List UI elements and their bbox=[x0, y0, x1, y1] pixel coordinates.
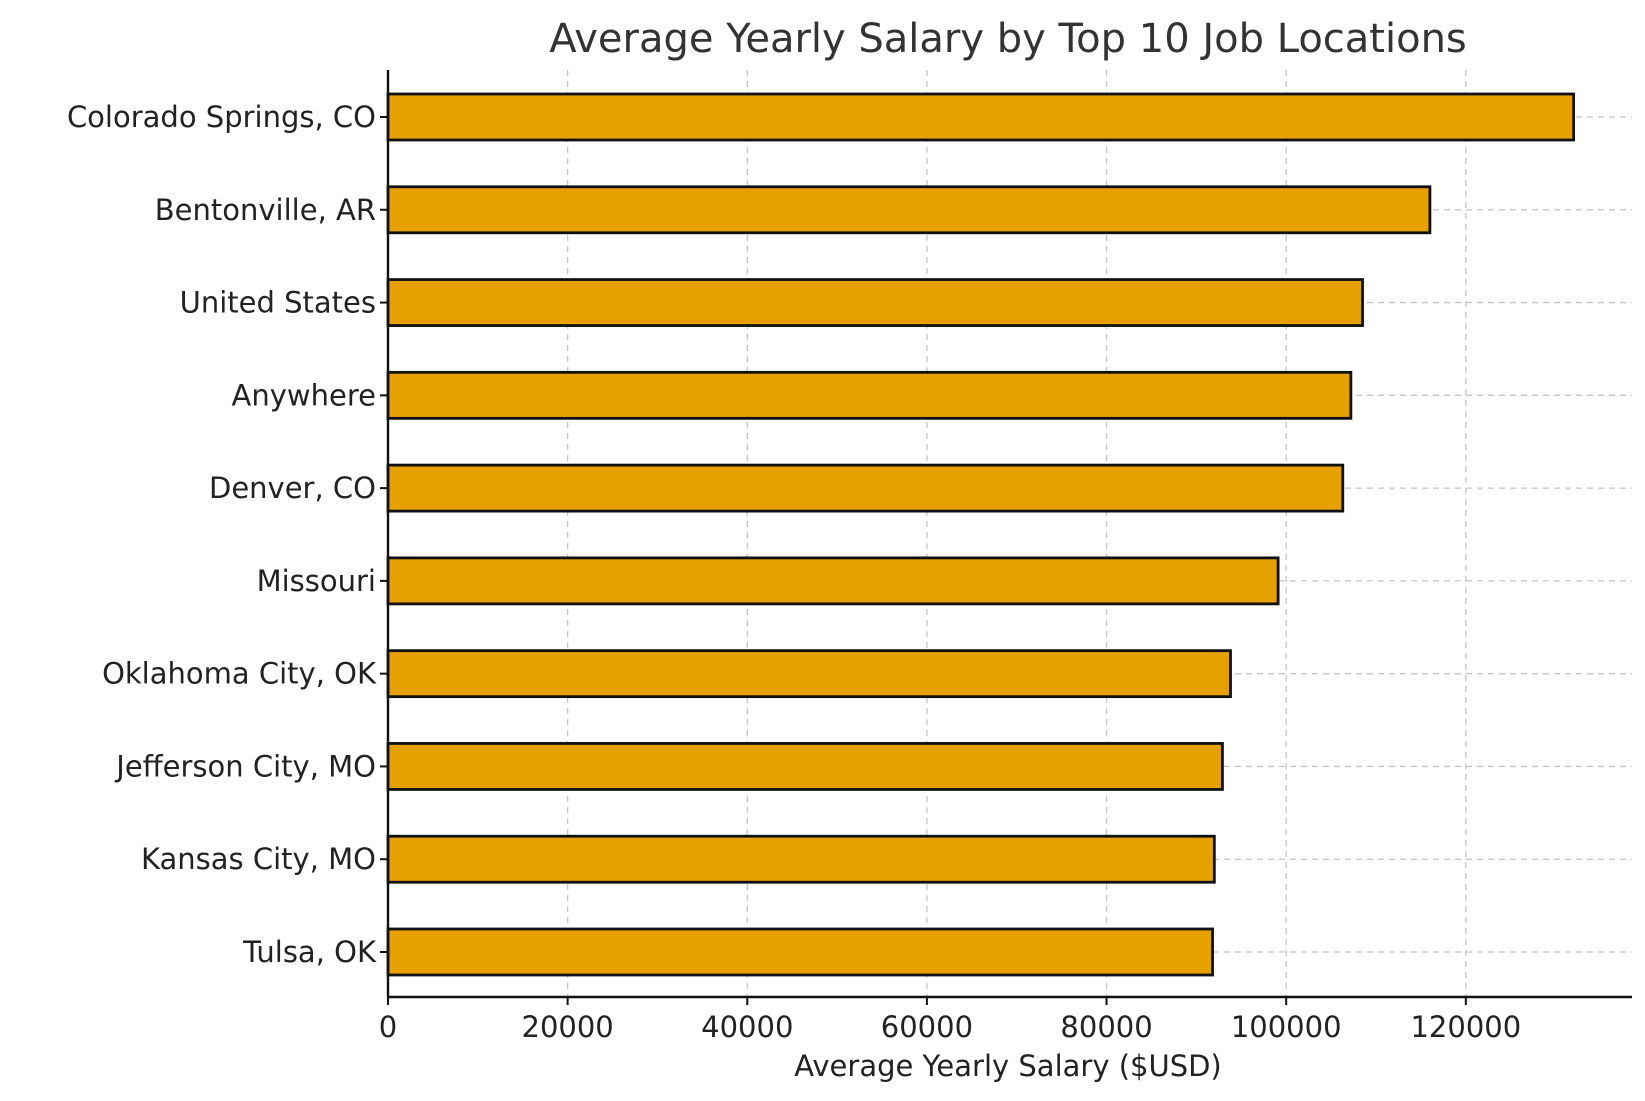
x-tick-label: 0 bbox=[379, 1010, 397, 1044]
x-tick-label: 120000 bbox=[1410, 1010, 1521, 1044]
x-tick-label: 100000 bbox=[1231, 1010, 1342, 1044]
y-tick-label: Kansas City, MO bbox=[141, 842, 376, 876]
bar bbox=[386, 556, 1280, 606]
y-tick-label: Tulsa, OK bbox=[242, 935, 377, 969]
y-tick-label: Oklahoma City, OK bbox=[102, 657, 377, 691]
bar bbox=[386, 834, 1216, 884]
bar bbox=[386, 370, 1353, 420]
bar bbox=[386, 742, 1224, 791]
y-tick-labels: Colorado Springs, CO Bentonville, AR Unite… bbox=[67, 100, 377, 969]
bar bbox=[386, 185, 1432, 235]
y-tick-label: Denver, CO bbox=[209, 471, 376, 505]
bar bbox=[386, 278, 1364, 327]
axes bbox=[380, 70, 1632, 1005]
bar bbox=[386, 927, 1214, 977]
x-tick-labels: 0 20000 40000 60000 80000 100000 120000 bbox=[379, 1010, 1521, 1044]
x-tick-label: 60000 bbox=[881, 1010, 973, 1044]
x-tick-label: 80000 bbox=[1060, 1010, 1152, 1044]
y-tick-label: United States bbox=[180, 286, 376, 320]
y-tick-label: Anywhere bbox=[232, 378, 376, 412]
x-axis-label: Average Yearly Salary ($USD) bbox=[794, 1049, 1222, 1083]
chart-title: Average Yearly Salary by Top 10 Job Loca… bbox=[549, 16, 1467, 62]
y-tick-label: Jefferson City, MO bbox=[114, 749, 376, 783]
y-tick-label: Missouri bbox=[257, 564, 376, 598]
bar bbox=[386, 92, 1576, 142]
x-tick-label: 20000 bbox=[522, 1010, 614, 1044]
bar bbox=[386, 649, 1232, 699]
y-tick-label: Colorado Springs, CO bbox=[67, 100, 376, 134]
bars bbox=[386, 92, 1576, 977]
y-tick-label: Bentonville, AR bbox=[155, 193, 376, 227]
x-tick-label: 40000 bbox=[701, 1010, 793, 1044]
bar bbox=[386, 463, 1345, 513]
